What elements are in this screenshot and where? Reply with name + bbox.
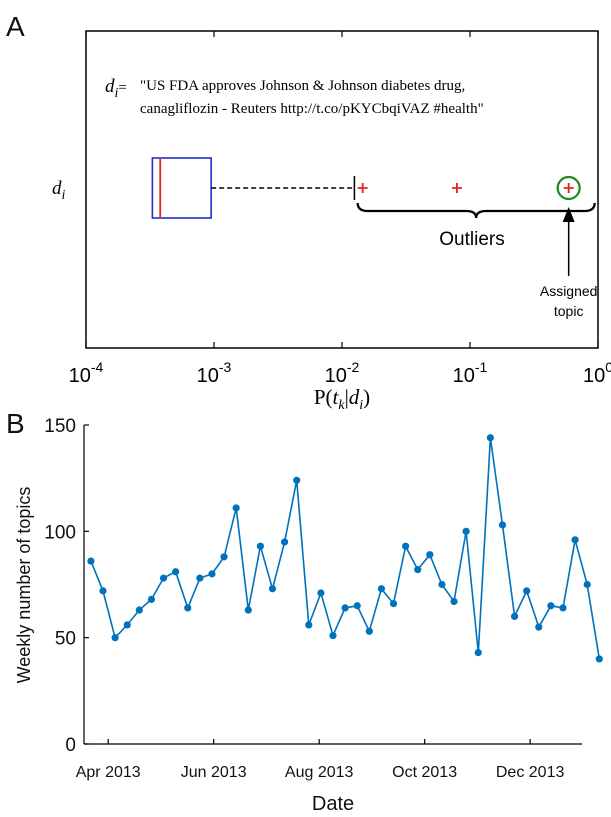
data-point-42: [583, 580, 591, 589]
data-point-21: [329, 631, 337, 640]
outliers-label: Outliers: [439, 229, 504, 250]
boxplot-x-tick-label-2: 10-3: [197, 359, 232, 387]
boxplot-x-tick-label-1: 10-4: [69, 359, 104, 387]
data-point-28: [414, 566, 422, 574]
data-point-38: [535, 623, 543, 631]
data-point-41: [571, 536, 579, 544]
data-point-2: [99, 587, 107, 595]
boxplot-x-tick-label-3: 10-2: [325, 359, 360, 387]
x-tick-label-1: Apr 2013: [76, 764, 141, 781]
assigned-topic-circle: [556, 175, 581, 201]
data-point-19: [305, 621, 313, 629]
data-point-30: [438, 580, 446, 589]
assigned-topic-arrowhead: [562, 207, 575, 222]
y-tick-label-4: 150: [44, 416, 76, 437]
outlier-marker-3: [563, 183, 574, 193]
data-point-15: [256, 542, 264, 550]
data-point-14: [244, 606, 252, 614]
data-point-31: [450, 597, 458, 606]
outlier-marker-1: [357, 183, 368, 193]
boxplot-box: [151, 157, 212, 219]
boxplot-x-label: P(tk|di): [314, 385, 370, 413]
boxplot-x-tick-label-5: 100: [583, 359, 611, 387]
data-point-35: [498, 521, 507, 529]
data-point-22: [341, 604, 349, 612]
data-point-11: [208, 570, 216, 578]
data-point-26: [389, 600, 398, 608]
data-point-8: [172, 568, 180, 576]
boxplot-x-ticks: 10-4 10-3 10-2 10-1 100: [69, 31, 611, 387]
outliers-brace: [356, 202, 596, 219]
weekly-topics-points: [87, 434, 603, 663]
line-chart-y-ticks: 0 50 100 150: [44, 416, 89, 756]
data-point-10: [196, 574, 204, 582]
doc-text-line1: "US FDA approves Johnson & Johnson diabe…: [140, 78, 465, 94]
data-point-16: [268, 585, 277, 593]
assigned-topic-label-line1: Assigned: [540, 283, 598, 299]
data-point-29: [426, 551, 434, 559]
doc-label: di=: [105, 76, 127, 101]
data-point-5: [135, 606, 143, 614]
data-point-4: [123, 621, 131, 629]
data-point-20: [317, 589, 325, 597]
data-point-43: [595, 655, 603, 663]
boxplot-y-label: di: [52, 178, 66, 203]
data-point-18: [293, 476, 301, 484]
data-point-12: [220, 553, 228, 561]
weekly-topics-line: [90, 437, 601, 660]
data-point-24: [365, 627, 373, 635]
data-point-40: [559, 604, 567, 612]
x-tick-label-5: Dec 2013: [496, 764, 565, 781]
y-tick-label-1: 0: [65, 735, 76, 756]
data-point-6: [147, 595, 156, 603]
y-tick-label-3: 100: [44, 522, 76, 543]
data-point-37: [523, 587, 531, 595]
outlier-markers: [357, 183, 574, 193]
x-tick-label-3: Aug 2013: [285, 764, 354, 781]
data-point-25: [377, 585, 386, 593]
line-chart-y-label: Weekly number of topics: [14, 487, 34, 684]
line-chart-x-ticks: Apr 2013 Jun 2013 Aug 2013 Oct 2013 Dec 2013: [76, 739, 565, 781]
y-tick-label-2: 50: [55, 629, 76, 650]
data-point-34: [486, 434, 494, 442]
line-chart-x-label: Date: [312, 793, 354, 815]
data-point-23: [353, 602, 361, 610]
data-point-39: [547, 602, 555, 610]
doc-text-line2: canagliflozin - Reuters http://t.co/pKYC…: [140, 101, 484, 117]
panel-a-label: A: [6, 11, 25, 42]
data-point-33: [474, 648, 482, 657]
panel-b-label: B: [6, 408, 25, 439]
x-tick-label-4: Oct 2013: [392, 764, 457, 781]
boxplot-x-tick-label-4: 10-1: [453, 359, 488, 387]
data-point-1: [87, 557, 95, 565]
assigned-topic-label-line2: topic: [554, 303, 584, 319]
data-point-17: [280, 538, 289, 546]
data-point-36: [510, 612, 519, 621]
data-point-13: [232, 504, 240, 512]
data-point-32: [462, 527, 470, 535]
outlier-marker-2: [451, 183, 462, 193]
data-point-7: [159, 574, 168, 582]
data-point-3: [111, 634, 119, 642]
data-point-9: [184, 604, 192, 612]
data-point-27: [402, 542, 410, 550]
x-tick-label-2: Jun 2013: [181, 764, 247, 781]
